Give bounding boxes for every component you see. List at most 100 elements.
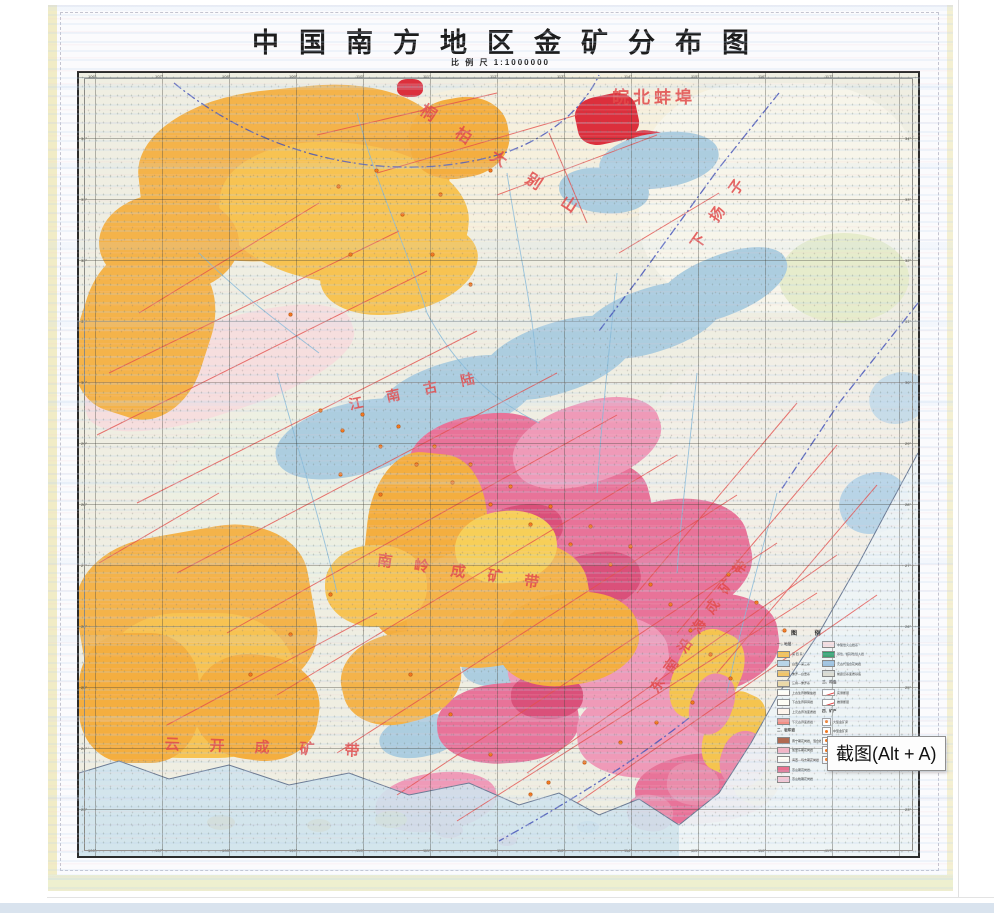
grid-tick-label: 26° — [905, 624, 912, 629]
scale-value: 1:1000000 — [493, 58, 550, 67]
geology-region — [79, 633, 199, 763]
gold-deposit-marker — [375, 169, 378, 172]
fault-line — [176, 372, 558, 574]
gold-deposit-marker — [329, 593, 332, 596]
river-line — [356, 112, 428, 314]
legend-color-swatch — [777, 708, 790, 716]
legend-mineral-icon — [822, 727, 831, 736]
grid-tick-label: 109° — [289, 848, 298, 853]
fault-line — [576, 594, 878, 804]
sea-area — [79, 761, 679, 856]
gold-deposit-marker — [649, 583, 652, 586]
legend-column-right: 中酸性火山岩系 基性、超基性侵入岩 元古代混合花岗岩 前震旦系变质基底 三、构造 实测断层… — [822, 640, 906, 765]
legend-item: 侏罗—白垩系 — [777, 669, 821, 679]
bottom-divider — [47, 897, 994, 898]
fault-line — [166, 612, 378, 726]
gold-deposit-marker — [449, 713, 452, 716]
legend-section-header: 三、构造 — [822, 680, 837, 685]
grid-tick-label: 115° — [691, 848, 699, 853]
gold-deposit-marker — [727, 573, 730, 576]
legend-item: 三叠—侏罗系 — [777, 678, 821, 688]
legend-item: 晋宁期花岗岩、混合岩 — [777, 736, 821, 746]
legend-color-swatch — [822, 641, 835, 649]
gold-deposit-marker — [547, 781, 550, 784]
river-line — [506, 172, 538, 374]
legend-color-swatch — [777, 689, 790, 697]
scanned-map-paper: 中国南方地区金矿分布图 比 例 尺 1:1000000 106° 107° 108°… — [48, 5, 953, 891]
legend-item: 上元古界浅变质岩 — [777, 707, 821, 717]
legend-item-label: 侏罗—白垩系 — [792, 671, 811, 676]
fault-line — [548, 132, 588, 224]
gold-deposit-marker — [469, 463, 472, 466]
legend-item-label: 燕山期花岗岩 — [792, 767, 811, 772]
grid-tick-label: 117° — [825, 848, 833, 853]
fault-line — [276, 454, 678, 696]
grid-tick-label: 110° — [356, 74, 364, 79]
legend-column-left: 一、地层第 四 系白垩—第三系 侏罗—白垩系 三叠—侏罗系 上古生界碳酸盐岩 下古生界碎… — [777, 640, 821, 784]
gold-deposit-marker — [433, 445, 436, 448]
fault-line — [96, 270, 428, 436]
gold-deposit-marker — [691, 701, 694, 704]
grid-tick-label: 27° — [905, 563, 912, 568]
grid-tick-label: 31° — [81, 319, 88, 324]
fault-line — [98, 492, 220, 564]
geology-region — [397, 79, 423, 97]
legend-item: 下元古界变质岩 — [777, 717, 821, 727]
legend-item-label: 元古代混合花岗岩 — [837, 661, 862, 666]
gold-deposit-marker — [783, 629, 786, 632]
map-scale: 比 例 尺 1:1000000 — [48, 57, 953, 68]
grid-tick-label: 108° — [222, 74, 231, 79]
gold-deposit-marker — [509, 485, 512, 488]
tectonic-boundary-line — [778, 302, 918, 494]
gold-deposit-marker — [549, 505, 552, 508]
fault-line — [376, 114, 578, 174]
grid-tick-label: 29° — [905, 441, 912, 446]
legend-item-label: 实测断层 — [837, 690, 850, 695]
gold-deposit-marker — [349, 253, 352, 256]
legend-item: 实测断层 — [822, 688, 906, 698]
grid-tick-label: 32° — [81, 258, 88, 263]
river-line — [276, 372, 338, 594]
fault-line — [336, 494, 738, 754]
grid-tick-label: 31° — [905, 319, 912, 324]
legend-item: 加里东期花岗岩 — [777, 746, 821, 756]
grid-tick-label: 107° — [155, 74, 164, 79]
legend-color-swatch — [822, 670, 835, 678]
legend-item-label: 中酸性火山岩系 — [837, 642, 859, 647]
grid-tick-label: 115° — [691, 74, 699, 79]
grid-tick-label: 107° — [155, 848, 164, 853]
geology-region — [779, 233, 909, 323]
grid-tick-label: 28° — [81, 502, 88, 507]
gold-deposit-marker — [729, 677, 732, 680]
gold-deposit-marker — [709, 653, 712, 656]
fault-line — [316, 92, 498, 136]
gold-deposit-marker — [689, 629, 692, 632]
map-canvas: 106° 107° 108° 109° 110° 111° 112° 113° 114° 115°… — [79, 73, 918, 856]
legend-section-header: 一、地层 — [777, 642, 792, 646]
legend-color-swatch — [777, 737, 790, 745]
legend-item: 第 四 系 — [777, 650, 821, 660]
legend-item-label: 中型金矿床 — [833, 729, 849, 734]
legend-item-label: 第 四 系 — [792, 652, 803, 657]
map-region-label: 皖北蚌埠 — [612, 88, 696, 107]
legend-mineral-icon — [822, 717, 831, 726]
grid-tick-label: 110° — [356, 848, 364, 853]
legend-fault-line-icon — [822, 698, 835, 706]
gold-deposit-marker — [339, 473, 342, 476]
legend-color-swatch — [777, 698, 790, 706]
grid-tick-label: 28° — [905, 502, 912, 507]
gold-deposit-marker — [489, 503, 492, 506]
legend-item: 中型金矿床 — [822, 726, 906, 736]
legend-color-swatch — [777, 650, 790, 658]
fault-line — [396, 542, 778, 796]
gold-deposit-marker — [655, 721, 658, 724]
gold-deposit-marker — [529, 523, 532, 526]
screenshot-tooltip[interactable]: 截图(Alt + A) — [827, 736, 946, 771]
coastline — [79, 452, 918, 826]
map-frame: 106° 107° 108° 109° 110° 111° 112° 113° 114° 115°… — [77, 71, 920, 858]
grid-tick-label: 116° — [758, 848, 766, 853]
grid-tick-label: 113° — [557, 848, 565, 853]
legend-item: 推测断层 — [822, 698, 906, 708]
bottom-bar[interactable] — [0, 903, 994, 913]
grid-tick-label: 30° — [905, 380, 912, 385]
